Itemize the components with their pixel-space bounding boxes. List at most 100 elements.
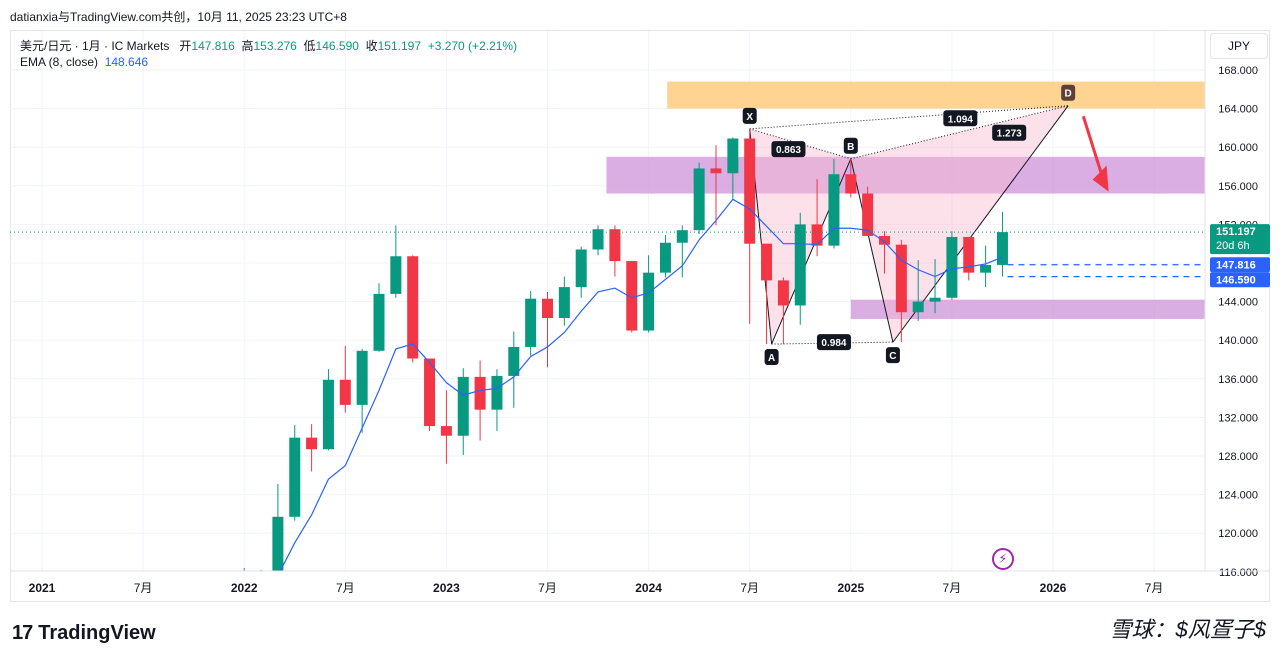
- candle-body: [659, 242, 671, 273]
- ratio-label: 0.863: [776, 145, 801, 156]
- ema-value: 148.646: [104, 55, 149, 69]
- price-tick-label: 116.000: [1219, 567, 1258, 579]
- pattern-point-badge: [764, 349, 779, 366]
- candle-body: [457, 376, 469, 436]
- pattern-point-badge: [885, 347, 900, 364]
- candle-body: [946, 236, 958, 298]
- candle-body: [676, 230, 688, 243]
- candle-body: [306, 437, 318, 450]
- pattern-point-badge: [1061, 84, 1076, 101]
- candle-body: [912, 301, 924, 313]
- candle-body: [929, 297, 941, 302]
- chart-legend: 美元/日元 · 1月 · IC Markets 开147.816 高153.27…: [20, 38, 517, 70]
- candle-body: [727, 138, 739, 174]
- ema-label[interactable]: EMA (8, close): [20, 55, 99, 69]
- candle-body: [373, 293, 385, 351]
- candle-body: [508, 346, 520, 376]
- lightning-icon[interactable]: ⚡: [992, 548, 1014, 570]
- orange-zone: [667, 81, 1205, 109]
- price-tick-label: 164.000: [1218, 104, 1258, 116]
- lower-purple-zone: [850, 299, 1205, 319]
- price-tick-label: 168.000: [1218, 65, 1258, 77]
- chart-frame: [10, 30, 1270, 602]
- price-tick-label: 124.000: [1218, 490, 1258, 502]
- price-tick-label: 136.000: [1218, 374, 1258, 386]
- candle-body: [963, 236, 975, 273]
- low-value: 146.590: [315, 39, 359, 53]
- time-tick-label: 7月: [740, 581, 759, 595]
- candle-body: [744, 138, 756, 244]
- open-value: 147.816: [191, 39, 235, 53]
- candle-body: [322, 379, 334, 450]
- price-tick-label: 160.000: [1218, 142, 1258, 154]
- ratio-badge: [816, 334, 851, 351]
- time-tick-label: 7月: [943, 581, 962, 595]
- candle-body: [525, 298, 537, 347]
- legend-ohlc-row: 美元/日元 · 1月 · IC Markets 开147.816 高153.27…: [20, 38, 517, 54]
- candle-body: [626, 261, 638, 331]
- candle-body: [542, 298, 553, 319]
- time-tick-label: 2021: [29, 581, 56, 595]
- price-tick-label: 132.000: [1218, 412, 1258, 424]
- candle-body: [558, 287, 570, 319]
- candle-body: [710, 168, 722, 174]
- currency-button[interactable]: JPY: [1210, 33, 1268, 59]
- candle-body: [794, 224, 806, 306]
- chart-attribution: datianxia与TradingView.com共创，10月 11, 2025…: [10, 10, 347, 24]
- candle-body: [575, 249, 587, 288]
- axis-countdown-label: 20d 6h: [1216, 240, 1250, 252]
- author-watermark: 雪球：$风疍子$: [1109, 617, 1266, 642]
- ratio-label: 1.273: [997, 129, 1022, 140]
- high-value: 153.276: [253, 39, 297, 53]
- plot-area: X A B C D 0.863 0.984 1.094 1.273: [10, 31, 1205, 571]
- logo-text: TradingView: [38, 622, 156, 644]
- axis-price-badge: [1210, 272, 1270, 288]
- target-arrow-head: [1092, 165, 1109, 192]
- candle-body: [693, 168, 705, 231]
- close-label: 收: [365, 39, 378, 53]
- pattern-point-badge: [742, 107, 757, 124]
- axis-price-label: 151.197: [1216, 226, 1256, 238]
- candle-body: [272, 516, 284, 571]
- time-tick-label: 2026: [1040, 581, 1067, 595]
- candle-body: [356, 350, 368, 405]
- ratio-badge: [771, 141, 806, 158]
- time-tick-label: 2023: [433, 581, 460, 595]
- axis-price-badge: [1210, 224, 1270, 255]
- candle-body: [777, 280, 789, 306]
- pattern-point-label-b: B: [847, 142, 854, 153]
- time-tick-label: 7月: [336, 581, 355, 595]
- logo-mark: 17: [12, 622, 33, 644]
- candle-body: [289, 437, 301, 517]
- candle-body: [424, 358, 436, 427]
- pattern-leg: [850, 158, 894, 343]
- pattern-point-label-c: C: [889, 351, 896, 362]
- symbol-label[interactable]: 美元/日元 · 1月 · IC Markets: [20, 39, 170, 53]
- price-tick-label: 128.000: [1218, 451, 1258, 463]
- candle-body: [862, 193, 874, 236]
- candle-body: [811, 224, 823, 246]
- candle-body: [761, 243, 773, 281]
- candle-body: [845, 174, 857, 194]
- price-tick-label: 144.000: [1218, 297, 1258, 309]
- candle-body: [440, 426, 452, 436]
- candle-body: [339, 379, 351, 405]
- change-value: +3.270 (+2.21%): [427, 39, 518, 53]
- candle-body: [895, 244, 907, 313]
- candle-body: [609, 229, 621, 262]
- axis-price-label: 146.590: [1216, 274, 1256, 286]
- high-label: 高: [241, 39, 254, 53]
- legend-ema-row: EMA (8, close) 148.646: [20, 54, 517, 70]
- time-tick-label: 2022: [231, 581, 258, 595]
- axis-price-label: 147.816: [1216, 259, 1256, 271]
- pattern-point-label-d: D: [1065, 89, 1072, 100]
- target-arrow-shaft: [1081, 115, 1105, 179]
- candle-body: [407, 256, 419, 359]
- tradingview-logo: 17 TradingView: [12, 622, 156, 645]
- candle-body: [996, 232, 1008, 265]
- pattern-ratio-line: [749, 105, 1069, 130]
- candle-body: [828, 174, 840, 246]
- time-tick-label: 2025: [837, 581, 864, 595]
- open-label: 开: [179, 39, 192, 53]
